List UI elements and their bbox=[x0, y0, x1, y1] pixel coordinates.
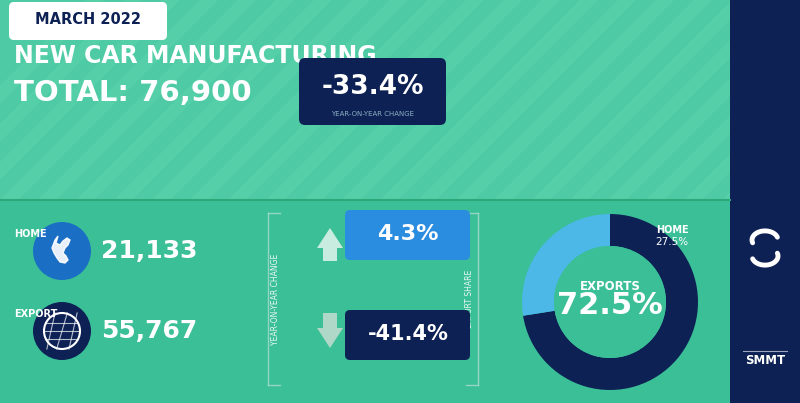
Polygon shape bbox=[456, 0, 674, 200]
Text: TOTAL: 76,900: TOTAL: 76,900 bbox=[14, 79, 252, 107]
Text: 4.3%: 4.3% bbox=[378, 224, 438, 244]
Polygon shape bbox=[532, 0, 750, 200]
Polygon shape bbox=[570, 0, 788, 200]
Bar bbox=[730, 0, 800, 403]
Circle shape bbox=[554, 246, 666, 358]
Polygon shape bbox=[304, 0, 522, 200]
Circle shape bbox=[33, 222, 91, 280]
Polygon shape bbox=[266, 0, 484, 200]
Text: EXPORT SHARE: EXPORT SHARE bbox=[466, 270, 474, 328]
Polygon shape bbox=[0, 0, 218, 200]
Text: YEAR-ON-YEAR CHANGE: YEAR-ON-YEAR CHANGE bbox=[271, 253, 281, 345]
Polygon shape bbox=[380, 0, 598, 200]
Polygon shape bbox=[798, 0, 800, 200]
Polygon shape bbox=[684, 0, 800, 200]
Text: -33.4%: -33.4% bbox=[322, 74, 424, 100]
Text: -41.4%: -41.4% bbox=[367, 324, 449, 344]
Bar bbox=[0, 200, 730, 403]
Polygon shape bbox=[76, 0, 294, 200]
Text: SMMT: SMMT bbox=[745, 355, 785, 368]
Polygon shape bbox=[152, 0, 370, 200]
Polygon shape bbox=[418, 0, 636, 200]
Polygon shape bbox=[114, 0, 332, 200]
FancyBboxPatch shape bbox=[299, 58, 446, 125]
Text: EXPORT: EXPORT bbox=[14, 309, 58, 319]
Polygon shape bbox=[190, 0, 408, 200]
Polygon shape bbox=[608, 0, 800, 200]
Bar bbox=[323, 246, 337, 261]
Polygon shape bbox=[0, 0, 180, 200]
Polygon shape bbox=[317, 228, 343, 248]
Text: HOME: HOME bbox=[14, 229, 46, 239]
Polygon shape bbox=[0, 0, 104, 200]
Text: HOME: HOME bbox=[656, 225, 688, 235]
Polygon shape bbox=[0, 0, 142, 200]
Polygon shape bbox=[760, 0, 800, 200]
Bar bbox=[0, 0, 800, 200]
Text: 27.5%: 27.5% bbox=[655, 237, 689, 247]
Text: EXPORTS: EXPORTS bbox=[579, 280, 641, 293]
Polygon shape bbox=[722, 0, 800, 200]
Polygon shape bbox=[38, 0, 256, 200]
Text: 72.5%: 72.5% bbox=[557, 291, 663, 320]
Polygon shape bbox=[52, 236, 70, 263]
Bar bbox=[323, 313, 337, 328]
Wedge shape bbox=[523, 214, 698, 390]
Polygon shape bbox=[317, 328, 343, 348]
Circle shape bbox=[33, 302, 91, 360]
Polygon shape bbox=[228, 0, 446, 200]
Text: YEAR-ON-YEAR CHANGE: YEAR-ON-YEAR CHANGE bbox=[331, 111, 414, 117]
Text: NEW CAR MANUFACTURING: NEW CAR MANUFACTURING bbox=[14, 44, 377, 68]
FancyBboxPatch shape bbox=[345, 310, 470, 360]
Polygon shape bbox=[646, 0, 800, 200]
Text: 55,767: 55,767 bbox=[101, 319, 198, 343]
FancyBboxPatch shape bbox=[9, 2, 167, 40]
Text: 21,133: 21,133 bbox=[101, 239, 198, 263]
Polygon shape bbox=[494, 0, 712, 200]
Text: MARCH 2022: MARCH 2022 bbox=[35, 12, 141, 27]
Wedge shape bbox=[522, 214, 610, 316]
FancyBboxPatch shape bbox=[345, 210, 470, 260]
Polygon shape bbox=[342, 0, 560, 200]
